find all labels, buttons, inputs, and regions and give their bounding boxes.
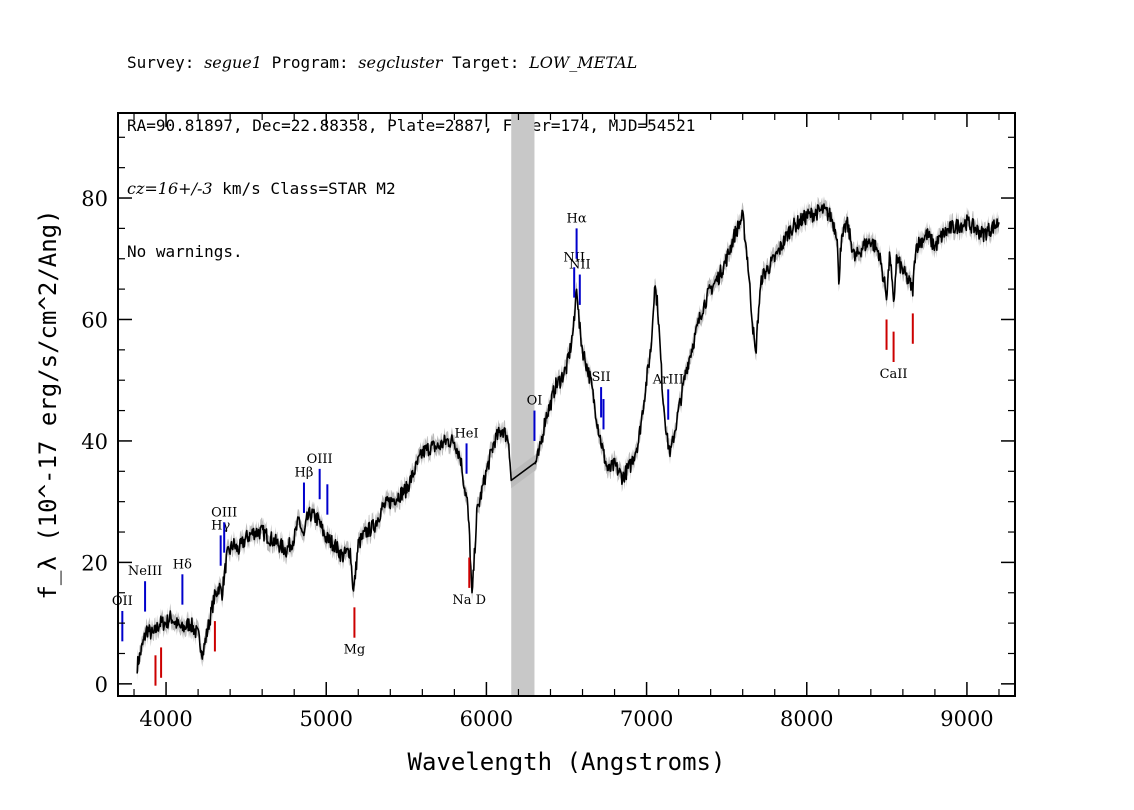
emission-label-oii-0: OII xyxy=(112,594,133,609)
program-value: segcluster xyxy=(358,53,443,72)
emission-label-neiii-1: NeIII xyxy=(128,564,162,579)
absorption-label-na-d-20: Na D xyxy=(452,593,486,608)
redshift-value: cz=16+/-3 xyxy=(127,179,213,198)
emission-label-nii-12: NII xyxy=(569,258,591,273)
x-tick-label: 8000 xyxy=(780,707,833,731)
axis-ticks-layer: 4000 5000 6000 7000 8000 9000 0 20 40 60 80 xyxy=(81,113,1015,731)
emission-label-h--11: Hα xyxy=(567,211,587,226)
emission-label-h--2: Hδ xyxy=(173,557,192,572)
spectrum-line xyxy=(136,203,1000,674)
emission-label-oiii-4: OIII xyxy=(211,505,237,520)
masked-region-layer xyxy=(511,113,535,696)
y-tick-label: 20 xyxy=(81,551,108,575)
spectrum-header: Survey: segue1 Program: segcluster Targe… xyxy=(127,10,695,283)
masked-region xyxy=(511,113,535,696)
emission-label-ariii-15: ArIII xyxy=(652,372,684,387)
absorption-label-mg-19: Mg xyxy=(344,643,366,658)
x-tick-label: 7000 xyxy=(620,707,673,731)
y-tick-label: 80 xyxy=(81,187,108,211)
header-line-survey: Survey: segue1 Program: segcluster Targe… xyxy=(127,52,695,73)
program-label: Program: xyxy=(271,53,349,72)
header-line-coords: RA=90.81897, Dec=22.88358, Plate=2887, F… xyxy=(127,116,696,135)
absorption-label-caii-22: CaII xyxy=(880,367,908,382)
emission-label-oi-9: OI xyxy=(527,394,543,409)
y-tick-label: 0 xyxy=(95,673,108,697)
emission-label-oiii-6: OIII xyxy=(307,452,333,467)
y-tick-label: 60 xyxy=(81,308,108,332)
x-tick-label: 6000 xyxy=(460,707,513,731)
emission-label-hei-8: HeI xyxy=(454,426,478,441)
target-label: Target: xyxy=(452,53,520,72)
spectrum-layer xyxy=(136,203,1000,674)
y-axis-title: f_λ (10^-17 erg/s/cm^2/Ang) xyxy=(34,209,62,599)
survey-value: segue1 xyxy=(204,53,262,72)
survey-label: Survey: xyxy=(127,53,195,72)
plot-frame xyxy=(117,112,1016,697)
target-value: LOW_METAL xyxy=(529,53,638,72)
header-line-warnings: No warnings. xyxy=(127,242,243,261)
class-value: km/s Class=STAR M2 xyxy=(212,179,396,198)
x-tick-label: 5000 xyxy=(300,707,353,731)
emission-label-h--5: Hβ xyxy=(295,466,314,481)
header-line-class: cz=16+/-3 km/s Class=STAR M2 xyxy=(127,178,695,199)
emission-label-sii-13: SII xyxy=(592,370,611,385)
x-tick-label: 9000 xyxy=(940,707,993,731)
y-tick-label: 40 xyxy=(81,430,108,454)
emission-label-h--3: Hγ xyxy=(211,518,230,533)
x-axis-title: Wavelength (Angstroms) xyxy=(408,748,726,776)
emission-label-nii-10: NII xyxy=(563,250,585,265)
x-tick-label: 4000 xyxy=(139,707,192,731)
